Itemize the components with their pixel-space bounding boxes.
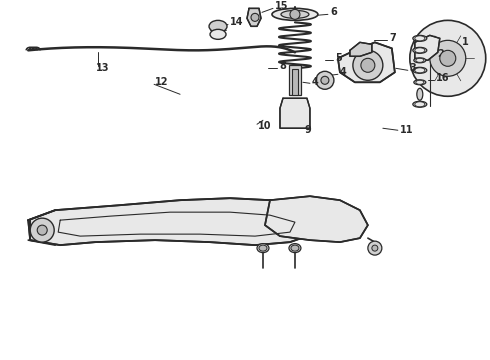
- Ellipse shape: [210, 30, 226, 39]
- Circle shape: [316, 71, 334, 89]
- Circle shape: [30, 218, 54, 242]
- Text: 7: 7: [390, 33, 396, 43]
- Text: 1: 1: [462, 37, 468, 47]
- Circle shape: [440, 50, 456, 66]
- Polygon shape: [350, 42, 372, 56]
- Text: 5: 5: [335, 53, 342, 63]
- Ellipse shape: [415, 68, 425, 73]
- Ellipse shape: [272, 8, 318, 21]
- Ellipse shape: [416, 58, 424, 62]
- Ellipse shape: [413, 47, 427, 53]
- Ellipse shape: [417, 88, 423, 100]
- Ellipse shape: [414, 80, 426, 85]
- Text: 13: 13: [96, 63, 110, 73]
- Circle shape: [290, 9, 300, 19]
- Text: 9: 9: [305, 125, 312, 135]
- Text: 10: 10: [258, 121, 271, 131]
- Ellipse shape: [415, 48, 425, 53]
- Ellipse shape: [416, 80, 424, 84]
- Polygon shape: [338, 42, 395, 82]
- Circle shape: [410, 21, 486, 96]
- Ellipse shape: [414, 58, 426, 63]
- Bar: [289, 65, 301, 95]
- Polygon shape: [280, 98, 310, 128]
- Polygon shape: [265, 196, 368, 242]
- Circle shape: [372, 245, 378, 251]
- Circle shape: [37, 225, 47, 235]
- Polygon shape: [28, 198, 315, 245]
- Ellipse shape: [415, 36, 425, 41]
- Ellipse shape: [413, 101, 427, 107]
- Circle shape: [353, 50, 383, 80]
- Text: 15: 15: [275, 1, 289, 12]
- Text: 14: 14: [230, 17, 244, 27]
- Circle shape: [321, 76, 329, 84]
- Ellipse shape: [209, 21, 227, 32]
- Ellipse shape: [291, 245, 299, 251]
- Circle shape: [430, 40, 466, 76]
- Ellipse shape: [413, 67, 427, 73]
- Text: 11: 11: [400, 125, 414, 135]
- Text: 8: 8: [279, 61, 286, 71]
- Polygon shape: [415, 35, 440, 60]
- Circle shape: [361, 58, 375, 72]
- Text: 6: 6: [330, 7, 337, 17]
- Ellipse shape: [281, 10, 309, 18]
- Ellipse shape: [413, 35, 427, 41]
- Text: 3: 3: [410, 63, 416, 73]
- Bar: [292, 69, 298, 95]
- Circle shape: [368, 241, 382, 255]
- Ellipse shape: [415, 102, 425, 107]
- Polygon shape: [338, 42, 395, 82]
- Ellipse shape: [259, 245, 267, 251]
- Text: 2: 2: [437, 49, 443, 59]
- Polygon shape: [247, 8, 261, 26]
- Ellipse shape: [257, 244, 269, 253]
- Text: 12: 12: [155, 77, 169, 87]
- Text: 4: 4: [340, 67, 346, 77]
- Circle shape: [251, 13, 259, 21]
- Text: 16: 16: [436, 73, 449, 83]
- Ellipse shape: [289, 244, 301, 253]
- Text: 4: 4: [312, 77, 318, 87]
- Polygon shape: [415, 35, 440, 60]
